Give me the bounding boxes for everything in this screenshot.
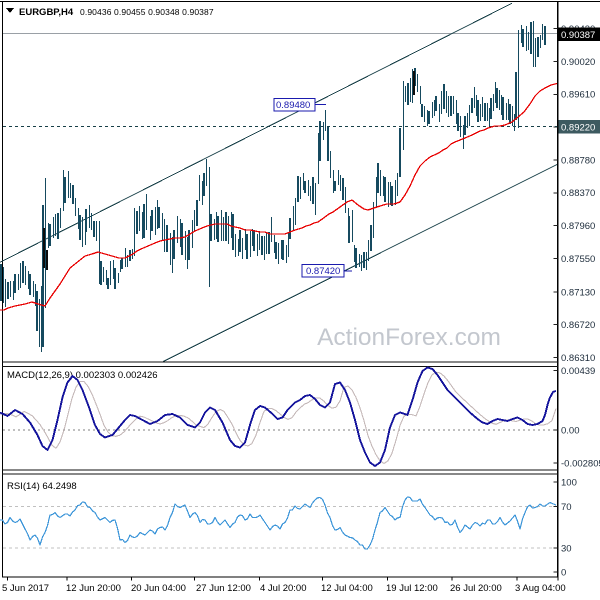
svg-text:0.87960: 0.87960 (561, 221, 595, 232)
svg-text:0.89480: 0.89480 (276, 100, 310, 111)
svg-text:27 Jun 12:00: 27 Jun 12:00 (196, 583, 251, 594)
svg-text:0.86310: 0.86310 (561, 353, 595, 364)
svg-text:12 Jul 04:00: 12 Jul 04:00 (321, 583, 373, 594)
svg-text:MACD(12,26,9) 0.002303 0.00242: MACD(12,26,9) 0.002303 0.002426 (7, 370, 158, 381)
svg-text:70: 70 (561, 502, 572, 513)
svg-text:26 Jul 20:00: 26 Jul 20:00 (450, 583, 502, 594)
svg-text:0.90020: 0.90020 (561, 57, 595, 68)
svg-text:12 Jun 20:00: 12 Jun 20:00 (66, 583, 121, 594)
svg-text:ActionForex.com: ActionForex.com (317, 324, 501, 351)
svg-text:5 Jun 2017: 5 Jun 2017 (2, 583, 49, 594)
svg-text:4 Jul 20:00: 4 Jul 20:00 (260, 583, 306, 594)
svg-text:20 Jun 04:00: 20 Jun 04:00 (131, 583, 186, 594)
svg-text:0.00439: 0.00439 (561, 366, 595, 377)
svg-text:0.89220: 0.89220 (561, 123, 595, 134)
svg-text:19 Jul 12:00: 19 Jul 12:00 (386, 583, 438, 594)
svg-text:EURGBP,H4: EURGBP,H4 (19, 7, 74, 18)
svg-text:0.88780: 0.88780 (561, 155, 595, 166)
svg-text:0.87130: 0.87130 (561, 287, 595, 298)
svg-text:0.87550: 0.87550 (561, 254, 595, 265)
svg-text:RSI(14) 64.2498: RSI(14) 64.2498 (7, 481, 77, 492)
svg-text:3 Aug 04:00: 3 Aug 04:00 (515, 583, 566, 594)
svg-text:-0.002805: -0.002805 (561, 458, 600, 469)
svg-text:0.88370: 0.88370 (561, 188, 595, 199)
svg-text:0.87420: 0.87420 (306, 266, 340, 277)
svg-text:0.00: 0.00 (561, 425, 580, 436)
svg-text:0.89610: 0.89610 (561, 90, 595, 101)
svg-text:0: 0 (561, 567, 566, 578)
svg-text:0.90436 0.90455 0.90348 0.9038: 0.90436 0.90455 0.90348 0.90387 (80, 7, 214, 17)
svg-text:0.90387: 0.90387 (561, 30, 595, 41)
svg-text:100: 100 (561, 477, 577, 488)
svg-text:0.86720: 0.86720 (561, 320, 595, 331)
svg-text:30: 30 (561, 543, 572, 554)
